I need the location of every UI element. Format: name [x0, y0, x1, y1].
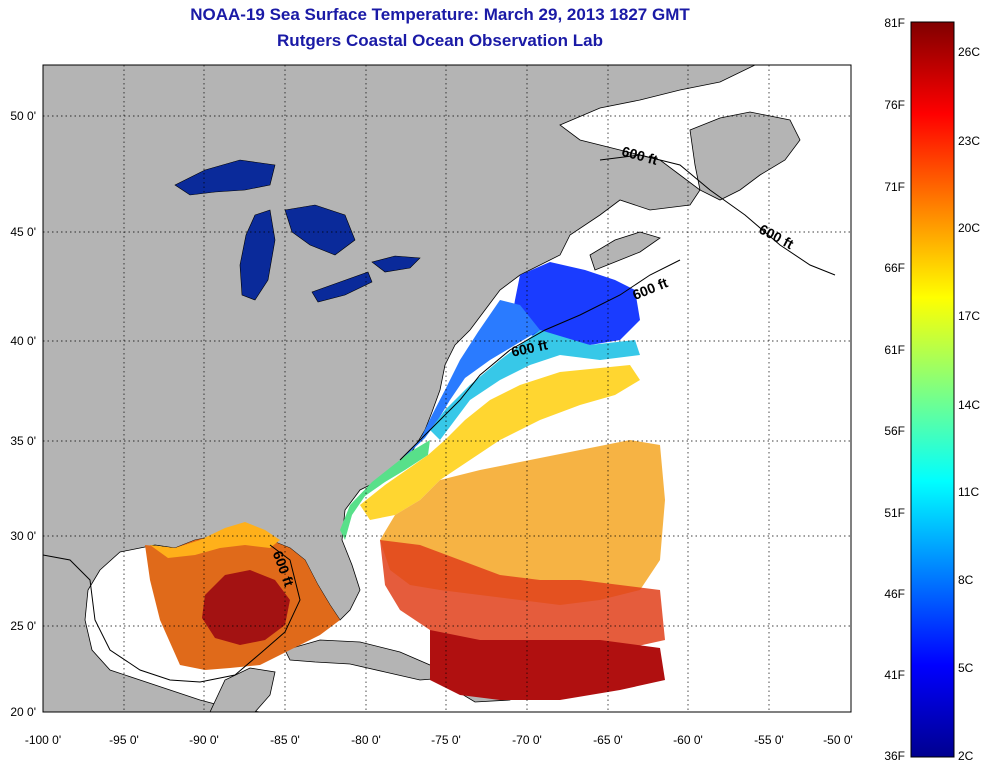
lake-huron	[284, 204, 356, 256]
colorbar-f-label: 66F	[884, 261, 905, 275]
sst-shelf-warm-edge	[430, 330, 640, 440]
colorbar-f-label: 46F	[884, 587, 905, 601]
colorbar-f-label: 41F	[884, 668, 905, 682]
land-yucatan	[209, 667, 276, 712]
colorbar-f-label: 51F	[884, 506, 905, 520]
lon-tick-label: -100 0'	[25, 733, 61, 747]
colorbar-f-label: 61F	[884, 343, 905, 357]
sst-gulf-of-maine	[510, 262, 640, 345]
bathymetry-contour	[43, 154, 836, 683]
lon-tick-label: -75 0'	[431, 733, 461, 747]
lat-tick-label: 40 0'	[10, 334, 36, 348]
land-nova-scotia	[589, 231, 661, 271]
lon-tick-label: -70 0'	[512, 733, 542, 747]
colorbar-fahrenheit-labels: 81F 76F 71F 66F 61F 56F 51F 46F 41F 36F	[884, 16, 905, 763]
sst-caribbean	[430, 630, 665, 700]
lat-tick-label: 20 0'	[10, 705, 36, 719]
colorbar-c-label: 20C	[958, 221, 980, 235]
colorbar-f-label: 81F	[884, 16, 905, 30]
colorbar-celsius-labels: 26C 23C 20C 17C 14C 11C 8C 5C 2C	[958, 45, 980, 763]
lat-tick-label: 35 0'	[10, 434, 36, 448]
lake-ontario	[371, 255, 421, 273]
colorbar-f-label: 76F	[884, 98, 905, 112]
colorbar	[910, 21, 955, 758]
colorbar-f-label: 56F	[884, 424, 905, 438]
contour-label: 600 ft	[510, 336, 549, 359]
lon-tick-label: -65 0'	[593, 733, 623, 747]
lon-tick-label: -50 0'	[823, 733, 853, 747]
colorbar-c-label: 8C	[958, 573, 974, 587]
land-newfoundland	[689, 111, 801, 201]
lon-tick-label: -95 0'	[109, 733, 139, 747]
colorbar-c-label: 5C	[958, 661, 974, 675]
lake-michigan	[239, 209, 276, 301]
longitude-axis: -100 0' -95 0' -90 0' -85 0' -80 0' -75 …	[25, 733, 853, 747]
colorbar-c-label: 14C	[958, 398, 980, 412]
colorbar-c-label: 2C	[958, 749, 974, 763]
map-subtitle: Rutgers Coastal Ocean Observation Lab	[277, 31, 603, 50]
sst-gulf-stream-edge	[360, 365, 640, 520]
sst-subtropical	[380, 540, 665, 660]
sst-gulf-coast-band	[150, 522, 280, 558]
lon-tick-label: -60 0'	[673, 733, 703, 747]
colorbar-f-label: 71F	[884, 180, 905, 194]
lon-tick-label: -55 0'	[754, 733, 784, 747]
lake-superior	[174, 159, 276, 196]
colorbar-c-label: 26C	[958, 45, 980, 59]
lat-tick-label: 50 0'	[10, 109, 36, 123]
colorbar-f-label: 36F	[884, 749, 905, 763]
lat-tick-label: 45 0'	[10, 225, 36, 239]
latitude-axis: 50 0' 45 0' 40 0' 35 0' 30 0' 25 0' 20 0…	[10, 109, 36, 719]
colorbar-c-label: 17C	[958, 309, 980, 323]
sst-south-atlantic-shelf	[340, 440, 430, 540]
colorbar-c-label: 11C	[958, 485, 979, 499]
lake-erie	[311, 271, 373, 303]
sst-shelf-band	[400, 300, 540, 460]
lon-tick-label: -80 0'	[351, 733, 381, 747]
lon-tick-label: -90 0'	[189, 733, 219, 747]
lon-tick-label: -85 0'	[270, 733, 300, 747]
map-title: NOAA-19 Sea Surface Temperature: March 2…	[190, 5, 690, 24]
colorbar-c-label: 23C	[958, 134, 980, 148]
lat-tick-label: 30 0'	[10, 529, 36, 543]
lat-tick-label: 25 0'	[10, 619, 36, 633]
